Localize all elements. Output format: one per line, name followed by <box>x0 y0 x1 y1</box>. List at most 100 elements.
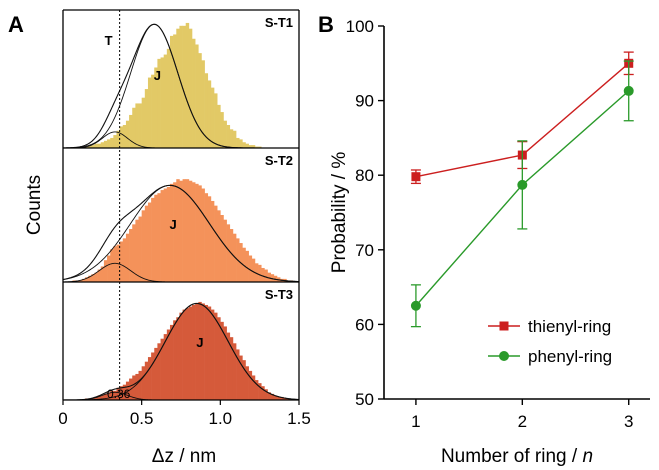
hist-bar <box>204 304 209 400</box>
x-tick-label: 1.0 <box>209 409 233 428</box>
hist-bar <box>267 392 271 400</box>
hist-bar <box>204 193 209 282</box>
hist-bar <box>261 386 265 400</box>
panel-a-axes <box>62 9 300 401</box>
hist-bar <box>129 229 133 282</box>
hist-bar <box>258 264 262 282</box>
x-tick-label: 0.5 <box>130 409 154 428</box>
hist-bar <box>192 38 196 148</box>
hist-bar <box>144 89 149 148</box>
hist-bar <box>198 53 202 148</box>
hist-bar <box>261 267 265 282</box>
hist-bar <box>258 383 262 400</box>
hist-bar <box>147 77 152 148</box>
hist-bar <box>151 197 155 282</box>
subpanel-s-t2: S-T2 J <box>62 153 300 283</box>
x-label-text: Number of ring / <box>441 446 583 467</box>
x-tick-label: 0 <box>58 409 67 428</box>
hist-bar <box>110 137 114 148</box>
hist-bar <box>264 389 268 400</box>
hist-bar <box>122 238 127 282</box>
panel-b-letter: B <box>318 12 334 37</box>
hist-bar <box>85 146 89 148</box>
hist-bar <box>125 233 130 282</box>
y-tick-label: 100 <box>346 17 374 36</box>
hist-bar <box>248 370 253 400</box>
hist-bar <box>214 93 218 148</box>
subpanel-s-t1: S-T1 J <box>62 15 299 149</box>
hist-bar <box>229 129 234 148</box>
legend-label: thienyl-ring <box>528 317 611 336</box>
hist-bar <box>85 277 89 282</box>
y-tick-label: 70 <box>355 241 374 260</box>
hist-bar <box>254 380 259 400</box>
hist-bar <box>182 309 187 400</box>
hist-bar <box>97 395 102 400</box>
hist-bar <box>107 392 111 400</box>
hist-bar <box>107 255 111 282</box>
hist-bar <box>129 114 133 148</box>
hist-bar <box>113 246 117 282</box>
hist-bar <box>201 60 205 148</box>
hist-bar <box>151 74 155 148</box>
hist-bar <box>223 219 227 282</box>
hist-bar <box>280 396 284 400</box>
hist-bar <box>176 28 180 148</box>
y-tick-label: 80 <box>355 166 374 185</box>
hist-bar <box>276 396 281 400</box>
hist-bar <box>141 97 146 148</box>
hist-bar <box>113 135 117 148</box>
hist-bar <box>198 301 202 400</box>
hist-bar <box>192 304 196 400</box>
hist-bar <box>88 145 92 148</box>
hist-bar <box>245 250 249 282</box>
hist-bar <box>207 196 212 282</box>
legend-label: phenyl-ring <box>528 347 612 366</box>
hist-bar <box>91 145 95 148</box>
data-point-circle <box>410 300 421 311</box>
hist-bar <box>214 312 218 400</box>
hist-bar <box>103 260 108 282</box>
gaussian-j-label: J <box>154 68 161 83</box>
hist-bar <box>176 179 180 282</box>
hist-bar <box>188 180 193 282</box>
hist-bar <box>160 338 164 400</box>
hist-bar <box>94 143 98 148</box>
data-point-circle <box>517 179 528 190</box>
hist-bar <box>220 215 224 282</box>
y-tick-label: 60 <box>355 315 374 334</box>
hist-bar <box>179 312 183 400</box>
hist-bar <box>220 112 224 148</box>
hist-bar <box>185 22 190 148</box>
hist-bar <box>195 303 199 400</box>
panel-b-x-label: Number of ring / n <box>441 446 593 467</box>
data-point-circle <box>623 85 634 96</box>
hist-bar <box>251 145 256 148</box>
hist-bar <box>169 35 174 148</box>
hist-bar <box>166 329 171 400</box>
hist-bar <box>254 263 259 282</box>
hist-bar <box>154 67 158 148</box>
hist-bar <box>229 337 234 400</box>
hist-bar <box>195 44 199 148</box>
x-label-variable: n <box>582 446 593 467</box>
hist-bar <box>132 375 136 400</box>
panel-a-x-label: Δz / nm <box>152 446 216 467</box>
panel-a-histograms: S-T1 J S-T2 J S-T3 J T 0.36 0 0.5 1.0 1.5 Δz /… <box>24 9 311 467</box>
subpanel-label: S-T3 <box>265 287 293 302</box>
hist-bar <box>94 272 98 282</box>
hist-bar <box>100 395 105 400</box>
hist-bar <box>188 28 193 148</box>
hist-bar <box>239 355 243 400</box>
hist-bar <box>179 180 183 282</box>
hist-bar <box>173 34 177 148</box>
hist-bar <box>119 241 124 282</box>
hist-bar <box>258 146 262 148</box>
hist-bar <box>245 366 249 400</box>
hist-bar <box>132 107 136 148</box>
y-tick-label: 90 <box>355 92 374 111</box>
hist-bar <box>138 103 142 148</box>
hist-bar <box>151 352 155 400</box>
hist-bar <box>122 384 127 400</box>
hist-bar <box>157 343 161 400</box>
